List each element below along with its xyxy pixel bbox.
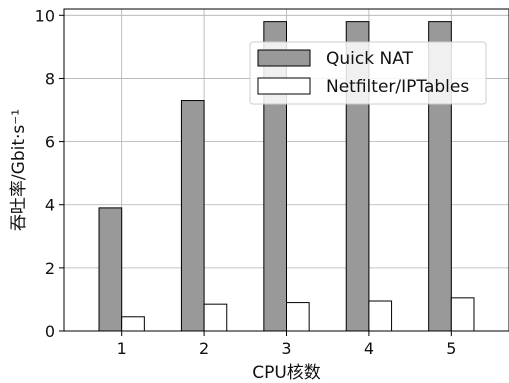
x-tick-label: 2 (199, 339, 209, 358)
y-axis-label: 吞吐率/Gbit·s⁻¹ (9, 109, 29, 231)
bar-netfilter (203, 303, 228, 332)
legend-label-quick-nat: Quick NAT (326, 49, 414, 69)
y-tick-label: 2 (45, 259, 55, 278)
bar-quick-nat (180, 100, 205, 332)
x-tick-label: 1 (117, 339, 127, 358)
x-tick-label: 4 (364, 339, 374, 358)
legend: Quick NAT Netfilter/IPTables (249, 41, 487, 105)
x-tick-label: 5 (446, 339, 456, 358)
bar-quick-nat (98, 207, 123, 332)
x-axis-label: CPU核数 (252, 363, 321, 383)
bar-netfilter (450, 297, 475, 332)
y-tick-label: 6 (45, 133, 55, 152)
legend-swatch-quick-nat (257, 49, 311, 67)
bar-netfilter (368, 300, 393, 332)
bar-netfilter (121, 316, 145, 332)
legend-swatch-netfilter (257, 77, 311, 95)
y-tick-label: 0 (45, 322, 55, 341)
y-tick-label: 10 (35, 6, 55, 25)
y-tick-label: 8 (45, 69, 55, 88)
bar-netfilter (286, 302, 310, 332)
y-tick-label: 4 (45, 196, 55, 215)
x-tick-label: 3 (281, 339, 291, 358)
legend-label-netfilter: Netfilter/IPTables (326, 77, 469, 97)
